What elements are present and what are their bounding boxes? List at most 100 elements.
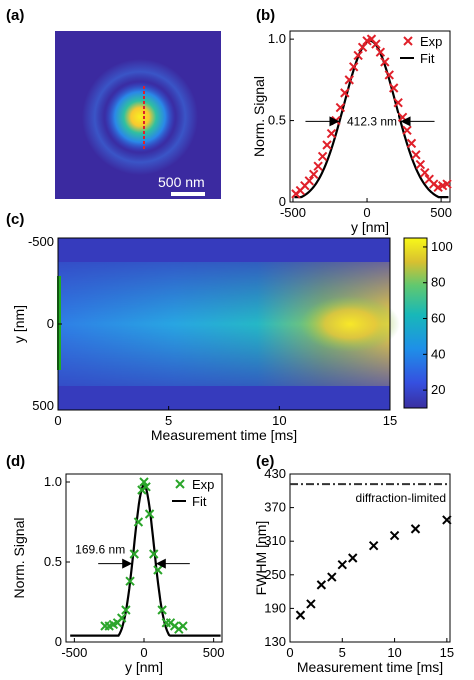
x-tick-label: 10: [387, 645, 401, 660]
legend-label-exp: Exp: [420, 34, 442, 49]
panel-a-image: 500 nm: [55, 31, 221, 199]
legend-label-exp: Exp: [192, 477, 214, 492]
data-point: [357, 42, 368, 52]
data-point: [139, 477, 149, 487]
fwhm-annotation: 412.3 nm: [347, 114, 397, 128]
data-point: [344, 75, 354, 85]
data-point: [121, 605, 131, 615]
fwhm-arrowhead-right: [155, 558, 166, 569]
data-point: [402, 125, 412, 136]
data-point: [375, 47, 386, 57]
data-point: [133, 517, 144, 527]
x-tick-label: 0: [54, 413, 61, 428]
fwhm-arrowhead-left: [329, 116, 340, 127]
colorbar: [403, 237, 428, 409]
data-point: [129, 549, 139, 559]
plot-frame: [289, 473, 451, 643]
data-point: [348, 553, 358, 563]
y-tick-label: 130: [264, 634, 286, 649]
x-axis-label: Measurement time [ms]: [151, 427, 297, 443]
data-point: [304, 176, 314, 186]
x-tick-label: 500: [203, 645, 225, 660]
fwhm-arrowhead-left: [122, 558, 133, 569]
panel-e-plot: 0 5 10 15 130 190 250 310 370 430 Measurement time…: [253, 466, 454, 675]
data-point: [389, 530, 400, 541]
data-point: [406, 138, 417, 149]
y-tick-label: 190: [264, 600, 286, 615]
y-axis-label: Norm. Signal: [11, 518, 27, 599]
x-tick-label: -500: [61, 645, 87, 660]
y-tick-label: 0: [47, 316, 54, 331]
data-point: [178, 621, 188, 631]
diffraction-limit-label: diffraction-limited: [356, 491, 446, 505]
data-point: [411, 150, 421, 160]
data-point: [141, 482, 151, 492]
y-axis-label: y [nm]: [11, 305, 27, 343]
colorbar-tick-label: 20: [431, 382, 445, 397]
x-tick-label: 0: [140, 645, 147, 660]
colorbar-tick-label: 80: [431, 275, 445, 290]
legend-label-fit: Fit: [420, 51, 435, 66]
data-point: [149, 549, 159, 559]
data-point: [384, 70, 394, 80]
y-tick-label: 310: [264, 533, 286, 548]
x-tick-label: 5: [165, 413, 172, 428]
y-tick-label: 1.0: [44, 474, 62, 489]
y-tick-label: 0: [55, 634, 62, 649]
fwhm-annotation: 169.6 nm: [75, 543, 125, 557]
panel-c-heatmap: [57, 238, 400, 410]
data-point: [317, 151, 328, 162]
panel-label-b: (b): [256, 7, 275, 24]
x-tick-label: 15: [440, 645, 454, 660]
y-tick-label: 370: [264, 500, 286, 515]
colorbar-ticks: 20 40 60 80 100: [423, 239, 453, 397]
y-tick-label: -500: [28, 234, 54, 249]
data-point: [388, 83, 399, 93]
scale-bar: [171, 192, 205, 196]
panel-label-a: (a): [6, 7, 24, 24]
data-point: [335, 102, 346, 113]
data-point: [442, 179, 452, 189]
colorbar-tick-label: 100: [431, 239, 453, 254]
legend-label-fit: Fit: [192, 494, 207, 509]
legend-marker-exp: [175, 479, 185, 489]
x-axis-label: y [nm]: [125, 659, 163, 675]
data-point: [327, 572, 337, 582]
data-point: [420, 167, 430, 178]
y-tick-label: 430: [264, 466, 286, 481]
data-point: [144, 509, 155, 519]
data-point: [326, 128, 337, 139]
x-tick-label: 0: [363, 205, 370, 220]
x-tick-label: 500: [430, 205, 452, 220]
scale-bar-label: 500 nm: [158, 174, 205, 190]
data-point: [153, 565, 163, 575]
data-point: [371, 39, 381, 49]
data-point: [348, 62, 359, 72]
data-point: [117, 613, 127, 623]
data-point: [415, 159, 426, 170]
data-point: [353, 50, 363, 61]
data-point: [308, 169, 319, 180]
data-point: [393, 97, 403, 108]
plot-frame: [289, 30, 451, 203]
y-tick-label: 1.0: [268, 31, 286, 46]
y-tick-label: 0: [279, 194, 286, 209]
x-tick-label: -500: [280, 205, 306, 220]
data-point: [313, 161, 323, 171]
data-point: [337, 560, 347, 570]
y-tick-label: 0.5: [44, 554, 62, 569]
x-axis-label: y [nm]: [351, 219, 389, 235]
colorbar-tick-label: 60: [431, 311, 445, 326]
x-tick-label: 15: [383, 413, 397, 428]
data-point: [295, 610, 306, 620]
x-tick-label: 0: [286, 645, 293, 660]
data-point: [125, 576, 135, 586]
data-point: [316, 580, 327, 590]
fwhm-arrowhead-right: [400, 116, 411, 127]
x-tick-label: 10: [272, 413, 286, 428]
panel-label-c: (c): [6, 211, 24, 228]
data-point: [442, 515, 452, 525]
data-point: [340, 88, 350, 98]
